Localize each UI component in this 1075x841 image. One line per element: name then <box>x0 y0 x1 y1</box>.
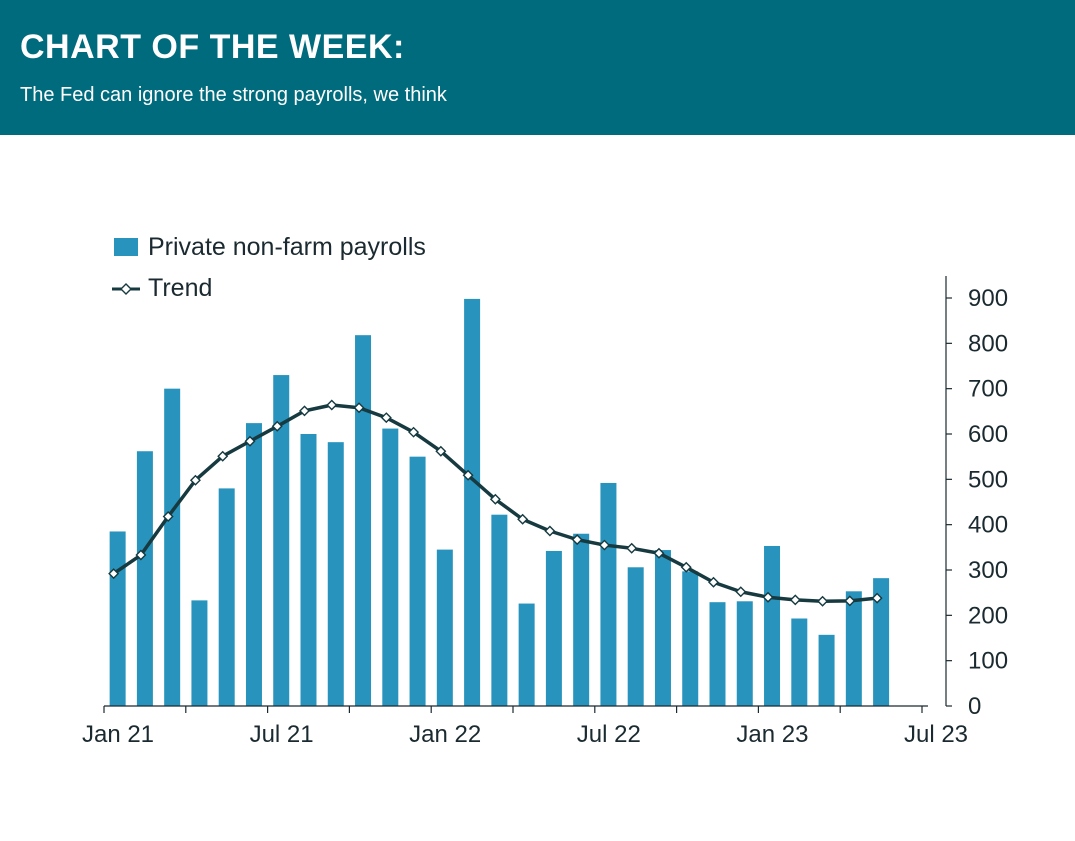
bar-series <box>109 298 890 706</box>
y-tick-label: 0 <box>968 693 981 720</box>
x-tick-label: Jul 21 <box>250 721 314 748</box>
trend-marker <box>735 586 747 598</box>
trend-marker <box>217 450 229 462</box>
trend-marker <box>517 513 529 525</box>
trend-marker <box>353 402 365 414</box>
trend-marker <box>189 474 201 486</box>
payroll-bar <box>191 600 208 706</box>
legend-label-trend: Trend <box>148 274 212 302</box>
trend-marker <box>626 542 638 554</box>
payroll-bar <box>818 634 835 706</box>
payroll-bar <box>709 602 726 706</box>
trend-marker <box>489 493 501 505</box>
x-tick-label: Jan 21 <box>82 721 154 748</box>
y-tick-label: 200 <box>968 602 1008 629</box>
y-tick-label: 400 <box>968 512 1008 539</box>
trend-series <box>108 399 883 607</box>
trend-marker <box>299 405 310 417</box>
legend-marker-trend <box>120 283 132 295</box>
x-tick-label: Jan 23 <box>736 721 808 748</box>
payroll-bar <box>873 578 890 706</box>
trend-marker <box>326 399 338 411</box>
trend-marker <box>108 568 120 580</box>
trend-marker <box>162 511 174 522</box>
x-tick-label: Jul 23 <box>904 721 968 748</box>
payroll-bar <box>627 567 644 706</box>
header-banner: CHART OF THE WEEK: The Fed can ignore th… <box>0 0 1075 135</box>
payroll-bar <box>245 423 262 706</box>
trend-marker <box>598 539 610 551</box>
payroll-bar <box>545 550 562 706</box>
payroll-bar <box>764 545 781 706</box>
legend: Private non-farm payrolls Trend <box>112 233 426 302</box>
trend-marker <box>844 595 856 607</box>
payroll-bar <box>355 335 372 706</box>
payroll-bar <box>845 591 862 706</box>
payroll-bar <box>518 603 535 706</box>
x-tick-label: Jan 22 <box>409 721 481 748</box>
trend-marker <box>789 594 801 606</box>
y-tick-label: 300 <box>968 557 1008 584</box>
x-tick-label: Jul 22 <box>577 721 641 748</box>
trend-marker <box>462 469 474 481</box>
legend-swatch-payrolls <box>114 238 138 256</box>
payroll-bar <box>109 531 126 706</box>
y-tick-label: 800 <box>968 330 1008 357</box>
trend-marker <box>380 412 392 424</box>
trend-marker <box>680 561 692 573</box>
payroll-bar <box>164 388 181 706</box>
trend-marker <box>817 595 829 607</box>
payroll-bar <box>491 514 508 706</box>
payroll-bar <box>736 601 753 706</box>
payroll-bar <box>300 434 317 706</box>
trend-marker <box>571 534 583 546</box>
payroll-bar <box>573 533 590 706</box>
y-tick-label: 100 <box>968 648 1008 675</box>
y-tick-label: 700 <box>968 376 1008 403</box>
trend-marker <box>708 576 719 588</box>
payroll-bar <box>327 442 344 706</box>
trend-marker <box>408 426 420 438</box>
payroll-bar <box>464 298 481 706</box>
trend-marker <box>244 435 256 447</box>
payroll-bar <box>218 488 235 706</box>
payroll-bar <box>682 571 699 706</box>
trend-marker <box>762 591 774 603</box>
trend-marker <box>435 445 447 457</box>
y-tick-label: 900 <box>968 285 1008 312</box>
trend-marker <box>135 549 147 561</box>
payroll-bar <box>654 550 671 706</box>
y-tick-label: 600 <box>968 421 1008 448</box>
trend-marker <box>271 420 283 432</box>
payroll-bar <box>136 451 153 706</box>
payroll-bar <box>273 375 290 706</box>
trend-marker <box>544 525 556 537</box>
axes: Jan 21 Jul 21 Jan 22 Jul 22 Jan 23 Jul 230 100… <box>82 276 1008 748</box>
legend-label-payrolls: Private non-farm payrolls <box>148 233 426 261</box>
trend-marker <box>871 592 883 604</box>
payroll-bar <box>791 618 808 706</box>
payroll-bar <box>382 428 399 706</box>
payroll-bar <box>600 482 617 706</box>
payroll-bar <box>409 456 426 706</box>
y-tick-label: 500 <box>968 466 1008 493</box>
trend-marker <box>653 547 665 559</box>
page-subtitle: The Fed can ignore the strong payrolls, … <box>20 84 447 106</box>
payroll-bar <box>436 549 453 706</box>
page-title: CHART OF THE WEEK: <box>20 28 405 66</box>
